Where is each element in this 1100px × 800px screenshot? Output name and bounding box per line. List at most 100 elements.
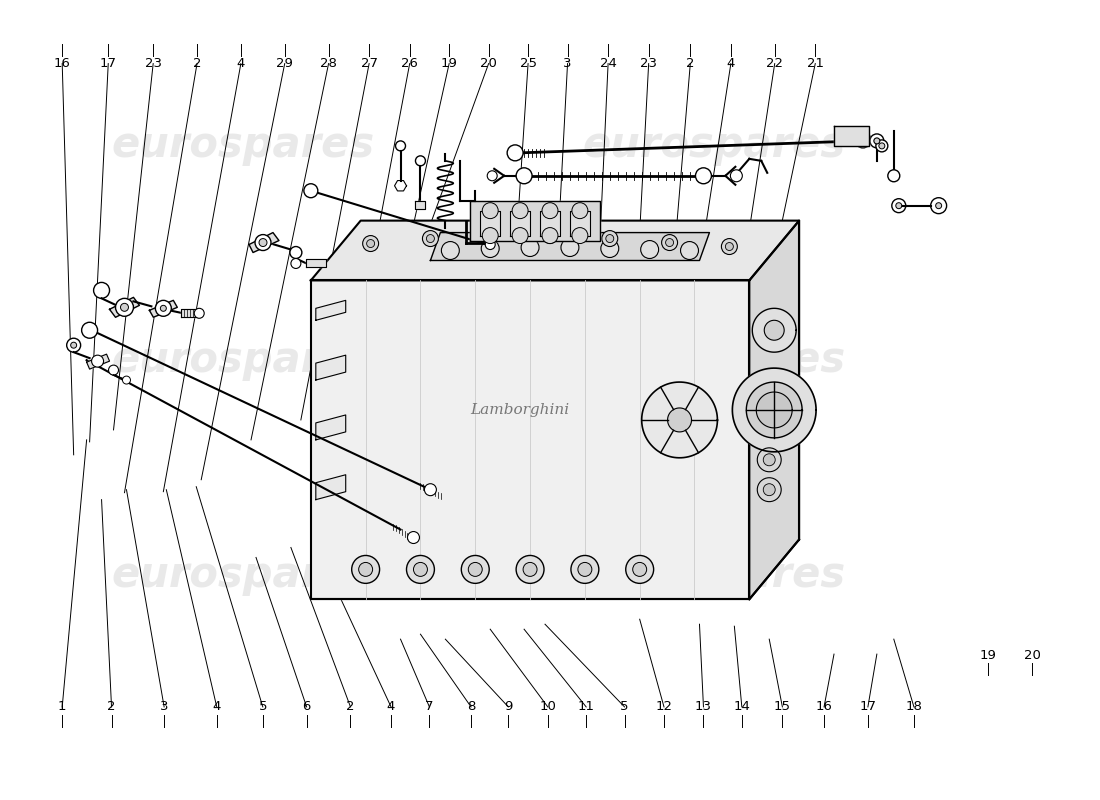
Circle shape: [931, 198, 947, 214]
Circle shape: [363, 235, 378, 251]
Text: 29: 29: [276, 57, 294, 70]
Circle shape: [94, 282, 110, 298]
Circle shape: [602, 230, 618, 246]
Circle shape: [695, 168, 712, 184]
Text: 20: 20: [1024, 649, 1041, 662]
Text: 4: 4: [236, 57, 245, 70]
Circle shape: [359, 562, 373, 576]
Circle shape: [70, 342, 77, 348]
Circle shape: [396, 141, 406, 151]
Polygon shape: [416, 201, 426, 209]
Text: eurospares: eurospares: [111, 124, 375, 166]
Circle shape: [606, 234, 614, 242]
Polygon shape: [570, 210, 590, 235]
Circle shape: [407, 555, 434, 583]
Text: 4: 4: [387, 701, 395, 714]
Circle shape: [572, 228, 587, 243]
Text: 17: 17: [859, 701, 877, 714]
Circle shape: [258, 238, 267, 246]
Circle shape: [116, 298, 133, 316]
Circle shape: [764, 320, 784, 340]
Circle shape: [290, 258, 301, 269]
Text: 3: 3: [563, 57, 572, 70]
Text: 7: 7: [426, 701, 433, 714]
Circle shape: [936, 202, 942, 209]
Text: 16: 16: [815, 701, 833, 714]
Circle shape: [422, 230, 439, 246]
Text: 22: 22: [767, 57, 783, 70]
Text: 28: 28: [320, 57, 337, 70]
Circle shape: [572, 202, 587, 218]
Circle shape: [486, 231, 494, 239]
Text: eurospares: eurospares: [583, 124, 846, 166]
Circle shape: [366, 239, 375, 247]
Text: 26: 26: [402, 57, 418, 70]
Circle shape: [681, 242, 698, 259]
Circle shape: [640, 241, 659, 258]
Circle shape: [161, 306, 166, 311]
Text: 6: 6: [302, 701, 311, 714]
Text: 16: 16: [54, 57, 70, 70]
Polygon shape: [150, 300, 177, 318]
Text: 15: 15: [774, 701, 791, 714]
Text: 10: 10: [539, 701, 557, 714]
Circle shape: [855, 132, 871, 148]
Circle shape: [561, 238, 579, 257]
Text: 27: 27: [361, 57, 377, 70]
Circle shape: [407, 531, 419, 543]
Polygon shape: [182, 310, 199, 318]
Circle shape: [304, 184, 318, 198]
Text: Lamborghini: Lamborghini: [471, 403, 570, 417]
Polygon shape: [481, 210, 500, 235]
Circle shape: [895, 202, 902, 209]
Circle shape: [482, 228, 498, 243]
Text: 2: 2: [346, 701, 354, 714]
Circle shape: [507, 145, 524, 161]
Circle shape: [67, 338, 80, 352]
Circle shape: [461, 555, 490, 583]
Text: 5: 5: [258, 701, 267, 714]
Circle shape: [763, 484, 776, 496]
Text: 25: 25: [519, 57, 537, 70]
Circle shape: [290, 246, 301, 258]
Circle shape: [524, 562, 537, 576]
Circle shape: [482, 228, 498, 243]
Text: 3: 3: [160, 701, 168, 714]
Circle shape: [516, 555, 544, 583]
Circle shape: [757, 448, 781, 472]
Circle shape: [661, 234, 678, 250]
Polygon shape: [430, 233, 710, 261]
Text: 5: 5: [620, 701, 629, 714]
Text: 13: 13: [695, 701, 712, 714]
Circle shape: [632, 562, 647, 576]
Text: 23: 23: [640, 57, 657, 70]
Polygon shape: [749, 221, 799, 599]
Circle shape: [626, 555, 653, 583]
Text: 2: 2: [686, 57, 694, 70]
Circle shape: [571, 555, 598, 583]
Circle shape: [725, 242, 734, 250]
Circle shape: [441, 242, 460, 259]
Text: 8: 8: [466, 701, 475, 714]
Circle shape: [122, 376, 131, 384]
Circle shape: [427, 234, 434, 242]
Circle shape: [732, 170, 741, 181]
Text: 17: 17: [100, 57, 117, 70]
Text: 2: 2: [192, 57, 201, 70]
Circle shape: [195, 308, 205, 318]
Circle shape: [255, 234, 271, 250]
Polygon shape: [733, 368, 816, 452]
Polygon shape: [752, 308, 796, 352]
Text: eurospares: eurospares: [111, 339, 375, 381]
Circle shape: [414, 562, 428, 576]
Polygon shape: [311, 281, 749, 599]
Polygon shape: [834, 126, 869, 146]
Circle shape: [425, 484, 437, 496]
Polygon shape: [757, 392, 792, 428]
Circle shape: [485, 239, 495, 250]
Text: 9: 9: [504, 701, 513, 714]
Circle shape: [578, 562, 592, 576]
Circle shape: [542, 228, 558, 243]
Text: 24: 24: [600, 57, 616, 70]
Circle shape: [487, 170, 497, 181]
